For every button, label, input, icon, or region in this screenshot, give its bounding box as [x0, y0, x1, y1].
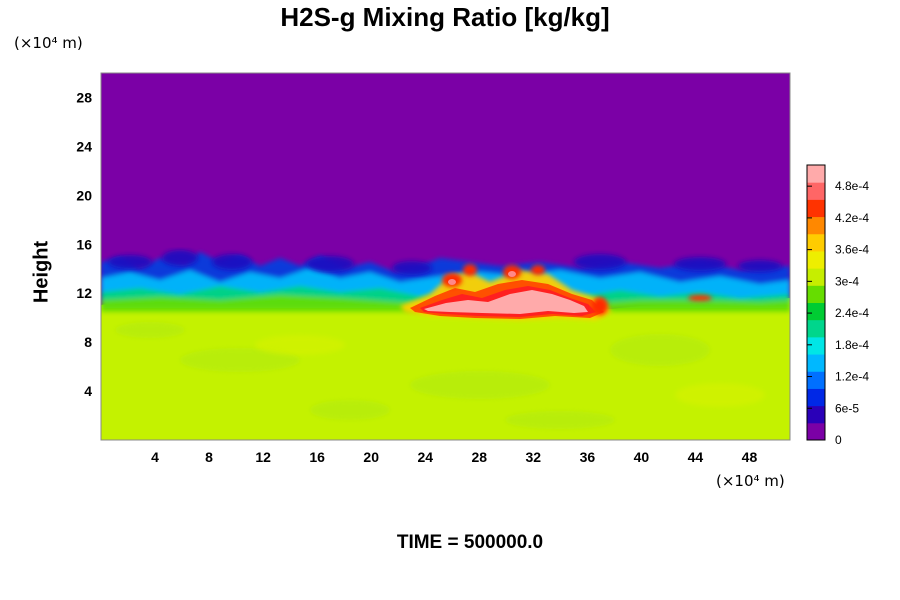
- colorbar-swatch: [807, 422, 825, 441]
- x-tick-label: 36: [580, 449, 596, 465]
- time-footer: TIME = 500000.0: [396, 532, 544, 553]
- y-tick-label: 8: [84, 334, 92, 350]
- heatmap-field: [101, 73, 790, 440]
- x-tick-label: 48: [742, 449, 758, 465]
- x-tick-label: 8: [205, 449, 213, 465]
- colorbar-tick-label: 3e-4: [835, 274, 859, 288]
- colorbar-swatch: [807, 302, 825, 321]
- x-axis-ticks: 4 8 12 16 20 24 28 32 36 40 44 48: [151, 449, 757, 465]
- y-axis-ticks: 4 8 12 16 20 24 28: [76, 89, 92, 399]
- colorbar-swatch: [807, 216, 825, 235]
- colorbar-ticks: 0 6e-5 1.2e-4 1.8e-4 2.4e-4 3e-4 3.6e-4 4.2e-4 4…: [807, 179, 869, 447]
- chart-title: H2S-g Mixing Ratio [kg/kg]: [280, 2, 610, 32]
- colorbar-tick-label: 4.2e-4: [835, 211, 869, 225]
- x-tick-label: 32: [526, 449, 542, 465]
- colorbar-swatch: [807, 250, 825, 269]
- plot-frame: [100, 72, 791, 441]
- colorbar-tick-label: 6e-5: [835, 401, 859, 415]
- colorbar: [807, 165, 825, 441]
- colorbar-tick-label: 1.2e-4: [835, 370, 869, 384]
- x-tick-label: 40: [634, 449, 650, 465]
- colorbar-swatch: [807, 285, 825, 303]
- colorbar-swatch: [807, 199, 825, 218]
- y-tick-label: 28: [76, 89, 92, 105]
- heatmap-fingers: [108, 250, 782, 275]
- colorbar-swatch: [807, 233, 825, 252]
- colorbar-swatch: [807, 319, 825, 338]
- x-axis-unit: (×10⁴ m): [716, 472, 785, 490]
- colorbar-swatch: [807, 354, 825, 372]
- heatmap-plume: [400, 264, 712, 320]
- x-tick-label: 28: [471, 449, 487, 465]
- colorbar-tick-label: 4.8e-4: [835, 179, 869, 193]
- x-tick-label: 16: [309, 449, 325, 465]
- y-tick-label: 12: [76, 285, 92, 301]
- y-tick-label: 16: [76, 236, 92, 252]
- colorbar-swatch: [807, 336, 825, 355]
- colorbar-tick-label: 2.4e-4: [835, 306, 869, 320]
- y-tick-label: 24: [76, 138, 92, 154]
- y-axis-unit: (×10⁴ m): [14, 34, 83, 52]
- x-tick-label: 12: [255, 449, 271, 465]
- heatmap-lower-layer: [101, 292, 790, 440]
- colorbar-tick-label: 1.8e-4: [835, 338, 869, 352]
- colorbar-swatch: [807, 165, 825, 183]
- heatmap-light-patches: [255, 335, 765, 407]
- colorbar-swatch: [807, 405, 825, 424]
- heatmap-swirls: [115, 322, 710, 429]
- x-tick-label: 24: [417, 449, 433, 465]
- colorbar-tick-label: 0: [835, 433, 842, 447]
- x-tick-label: 44: [688, 449, 704, 465]
- colorbar-swatch: [807, 182, 825, 200]
- y-tick-label: 4: [84, 383, 92, 399]
- colorbar-swatch: [807, 388, 825, 407]
- x-tick-label: 20: [363, 449, 379, 465]
- colorbar-tick-label: 3.6e-4: [835, 243, 869, 257]
- colorbar-swatch: [807, 371, 825, 389]
- colorbar-swatch: [807, 268, 825, 286]
- y-tick-label: 20: [76, 187, 92, 203]
- colorbar-frame: [806, 164, 826, 441]
- x-tick-label: 4: [151, 449, 159, 465]
